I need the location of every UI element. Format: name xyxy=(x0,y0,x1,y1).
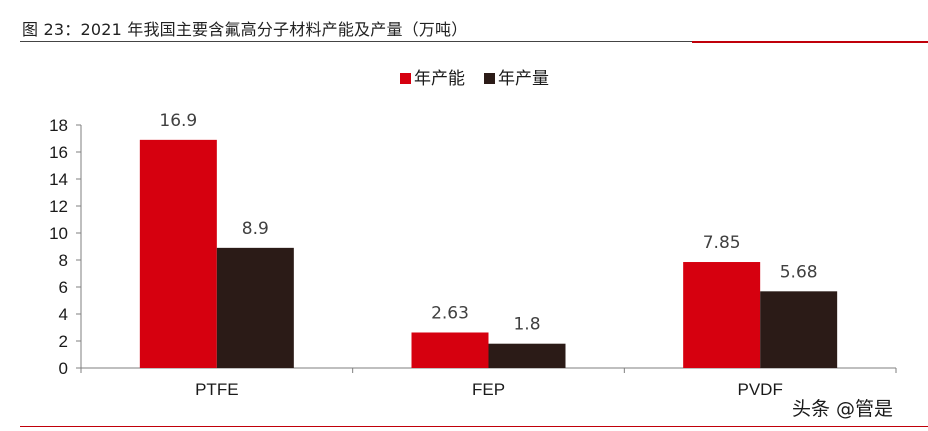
bar xyxy=(216,247,294,368)
data-label: 5.68 xyxy=(780,262,818,282)
bar xyxy=(760,291,838,368)
legend-label: 年产量 xyxy=(498,69,549,89)
y-tick-label: 4 xyxy=(59,305,68,324)
data-label: 7.85 xyxy=(703,233,741,253)
legend-swatch xyxy=(400,73,411,84)
x-tick-label: FEP xyxy=(472,380,505,399)
y-tick-label: 16 xyxy=(49,143,68,162)
legend-swatch xyxy=(484,73,495,84)
x-tick-label: PTFE xyxy=(195,380,238,399)
bar xyxy=(683,262,761,368)
legend-label: 年产能 xyxy=(414,69,465,89)
data-label: 2.63 xyxy=(431,303,469,323)
y-tick-label: 2 xyxy=(59,332,68,351)
x-tick-label: PVDF xyxy=(737,380,782,399)
y-tick-label: 18 xyxy=(49,116,68,135)
y-tick-label: 14 xyxy=(49,170,68,189)
y-tick-label: 12 xyxy=(49,197,68,216)
title-underline xyxy=(20,41,692,42)
y-tick-label: 10 xyxy=(49,224,68,243)
title-accent-line xyxy=(692,41,928,43)
bottom-rule xyxy=(20,426,928,427)
bar xyxy=(488,343,566,368)
bar xyxy=(139,139,217,368)
figure-title: 图 23：2021 年我国主要含氟高分子材料产能及产量（万吨） xyxy=(22,20,468,39)
watermark: 头条 @管是 xyxy=(792,398,894,420)
y-tick-label: 8 xyxy=(59,251,68,270)
y-tick-label: 0 xyxy=(59,359,68,378)
data-label: 8.9 xyxy=(242,219,269,239)
y-tick-label: 6 xyxy=(59,278,68,297)
data-label: 16.9 xyxy=(159,111,197,131)
bar xyxy=(411,332,489,368)
data-label: 1.8 xyxy=(513,315,540,335)
